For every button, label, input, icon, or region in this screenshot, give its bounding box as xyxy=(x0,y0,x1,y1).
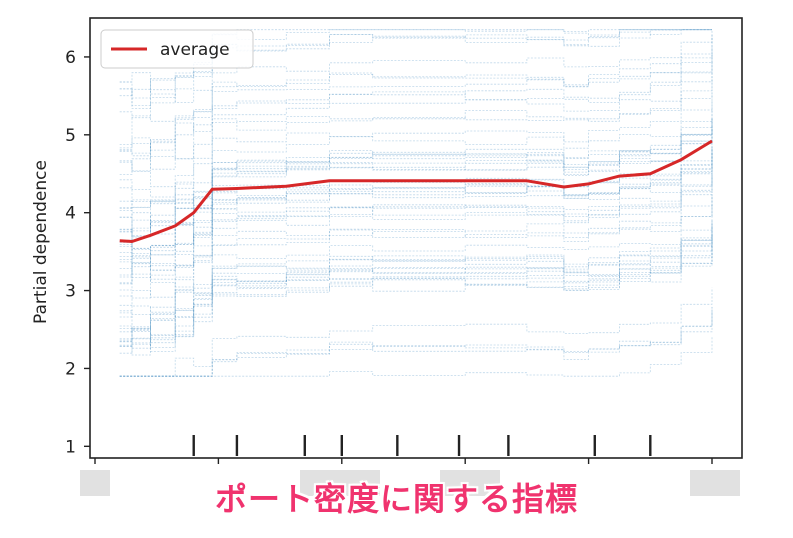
ice-curve xyxy=(119,61,713,160)
ice-curve xyxy=(119,152,713,260)
ice-curve xyxy=(119,55,713,172)
ice-curve xyxy=(119,36,713,150)
ice-curve xyxy=(119,127,713,247)
ice-curve xyxy=(119,147,713,256)
ice-curve xyxy=(119,203,713,313)
y-tick-label: 1 xyxy=(65,437,76,457)
ice-curve xyxy=(119,226,713,336)
ice-curve xyxy=(119,29,712,103)
ice-curve xyxy=(119,29,712,99)
ice-curve xyxy=(119,310,713,377)
ice-curve xyxy=(119,118,713,210)
ice-curve xyxy=(119,72,713,175)
ice-curve xyxy=(119,220,713,319)
ice-curve xyxy=(119,175,713,284)
rug-marks xyxy=(192,435,652,456)
y-tick-label: 5 xyxy=(65,126,76,146)
ice-curve xyxy=(119,239,713,354)
ice-curve xyxy=(119,29,712,106)
y-axis: 1 2 3 4 5 6 xyxy=(65,48,90,457)
ice-curve xyxy=(119,335,713,377)
ice-curve xyxy=(119,234,713,347)
ice-curve xyxy=(119,118,713,236)
ice-curve xyxy=(119,148,713,254)
ice-curve xyxy=(119,152,713,278)
y-tick-label: 3 xyxy=(65,282,76,302)
ice-curve xyxy=(119,306,713,377)
ice-curve xyxy=(119,287,713,377)
ice-curve xyxy=(119,307,713,377)
ice-curve xyxy=(119,147,713,268)
ice-curve xyxy=(119,118,713,209)
ice-curve xyxy=(119,240,713,352)
blurred-x-tick-label xyxy=(440,470,500,496)
y-tick-label: 6 xyxy=(65,48,76,68)
legend: average xyxy=(100,29,254,69)
ice-curve xyxy=(119,127,713,235)
blurred-x-tick-label xyxy=(80,470,110,496)
x-axis-blurred xyxy=(80,458,740,496)
ice-curve xyxy=(119,162,713,276)
ice-curve xyxy=(119,29,712,91)
legend-label-average: average xyxy=(160,40,230,60)
ice-curve xyxy=(119,99,713,208)
ice-curves xyxy=(119,29,713,377)
legend-box xyxy=(100,29,254,69)
blurred-x-tick-label xyxy=(300,470,380,496)
ice-curve xyxy=(119,174,713,263)
y-tick-label: 2 xyxy=(65,359,76,379)
ice-curve xyxy=(119,231,713,349)
blurred-x-tick-label xyxy=(690,470,740,496)
ice-curve xyxy=(119,29,712,109)
ice-curve xyxy=(119,240,713,341)
ice-curve xyxy=(119,107,713,227)
ice-curve xyxy=(119,79,713,188)
ice-curve xyxy=(119,140,713,250)
ice-curve xyxy=(119,29,713,119)
ice-curve xyxy=(119,47,713,151)
ice-curve xyxy=(119,164,713,285)
y-tick-label: 4 xyxy=(65,204,76,224)
ice-curve xyxy=(119,245,713,346)
ice-curve xyxy=(119,225,713,340)
ice-curve xyxy=(119,223,713,330)
ice-curve xyxy=(119,129,713,238)
ice-curve xyxy=(119,176,713,291)
ice-curve xyxy=(119,144,713,257)
ice-curve xyxy=(119,53,713,170)
figure-caption: ポート密度に関する指標 xyxy=(214,480,578,518)
ice-curve xyxy=(119,234,713,356)
ice-curve xyxy=(119,125,713,233)
ice-curve xyxy=(119,221,713,333)
ice-curve xyxy=(119,233,713,343)
ice-curve xyxy=(119,92,713,198)
y-axis-label: Partial dependence xyxy=(31,160,51,324)
ice-curve xyxy=(119,120,713,211)
average-line-group xyxy=(119,139,713,243)
plot-area-frame xyxy=(89,17,743,459)
ice-curve xyxy=(119,194,713,299)
ice-curve xyxy=(119,191,713,288)
ice-curve xyxy=(119,34,713,154)
average-line xyxy=(119,139,713,243)
ice-curve xyxy=(119,194,713,314)
